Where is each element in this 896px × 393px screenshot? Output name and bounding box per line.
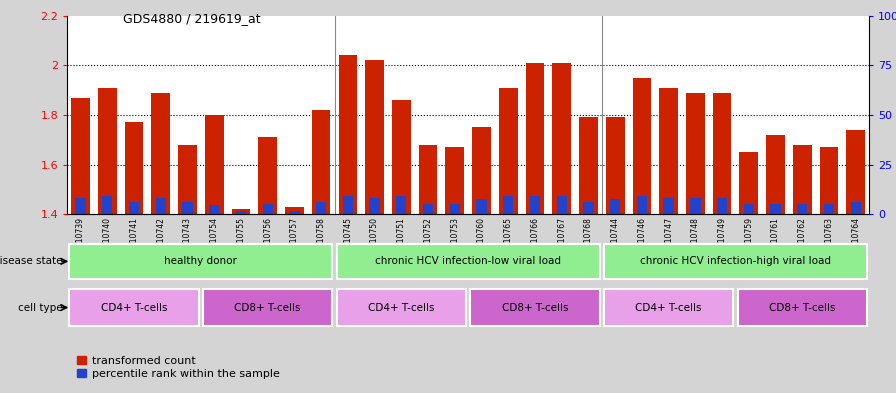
Bar [392, 100, 410, 214]
Bar [339, 55, 358, 214]
Bar [423, 204, 433, 214]
Text: CD4+ T-cells: CD4+ T-cells [635, 303, 702, 312]
Bar [659, 88, 678, 214]
Bar [343, 196, 353, 214]
Bar [610, 199, 620, 214]
Bar [504, 196, 513, 214]
Bar [847, 130, 866, 214]
FancyBboxPatch shape [203, 289, 332, 326]
Bar [316, 202, 326, 214]
Bar [797, 204, 807, 214]
Bar [285, 207, 304, 214]
Bar [472, 127, 491, 214]
Bar [633, 78, 651, 214]
Bar [526, 63, 545, 214]
Bar [477, 199, 487, 214]
Bar [606, 118, 625, 214]
Bar [369, 198, 380, 214]
Bar [552, 63, 571, 214]
Bar [717, 198, 728, 214]
FancyBboxPatch shape [69, 244, 332, 279]
Bar [263, 204, 272, 214]
Bar [125, 122, 143, 214]
Text: GDS4880 / 219619_at: GDS4880 / 219619_at [124, 12, 261, 25]
Bar [102, 196, 112, 214]
Bar [690, 198, 701, 214]
Bar [129, 202, 139, 214]
Bar [258, 137, 277, 214]
Bar [579, 118, 598, 214]
Bar [771, 204, 780, 214]
Bar [151, 93, 170, 214]
FancyBboxPatch shape [604, 289, 733, 326]
FancyBboxPatch shape [337, 289, 466, 326]
FancyBboxPatch shape [337, 244, 599, 279]
Bar [664, 198, 674, 214]
Bar [183, 202, 193, 214]
Bar [71, 97, 90, 214]
Bar [530, 196, 540, 214]
Bar [556, 196, 567, 214]
Bar [824, 204, 834, 214]
Text: CD8+ T-cells: CD8+ T-cells [769, 303, 836, 312]
Text: CD4+ T-cells: CD4+ T-cells [368, 303, 435, 312]
FancyBboxPatch shape [470, 289, 599, 326]
Bar [289, 211, 299, 214]
Bar [583, 202, 593, 214]
Bar [75, 198, 86, 214]
Bar [366, 61, 384, 214]
Bar [744, 204, 754, 214]
Text: chronic HCV infection-high viral load: chronic HCV infection-high viral load [640, 256, 831, 266]
Bar [739, 152, 758, 214]
FancyBboxPatch shape [604, 244, 867, 279]
Bar [205, 115, 224, 214]
Text: CD8+ T-cells: CD8+ T-cells [502, 303, 568, 312]
Bar [850, 202, 861, 214]
Bar [499, 88, 518, 214]
Bar [178, 145, 197, 214]
Bar [231, 209, 250, 214]
Bar [820, 147, 839, 214]
Bar [312, 110, 331, 214]
Text: CD8+ T-cells: CD8+ T-cells [235, 303, 301, 312]
Bar [98, 88, 116, 214]
Bar [209, 205, 220, 214]
Bar [686, 93, 705, 214]
Bar [236, 211, 246, 214]
Text: cell type: cell type [18, 303, 63, 312]
Bar [156, 198, 166, 214]
Text: CD4+ T-cells: CD4+ T-cells [100, 303, 168, 312]
FancyBboxPatch shape [737, 289, 867, 326]
Bar [418, 145, 437, 214]
Text: chronic HCV infection-low viral load: chronic HCV infection-low viral load [375, 256, 561, 266]
Legend: transformed count, percentile rank within the sample: transformed count, percentile rank withi… [73, 351, 284, 384]
Bar [396, 196, 407, 214]
Bar [637, 196, 647, 214]
Bar [445, 147, 464, 214]
Text: healthy donor: healthy donor [164, 256, 237, 266]
FancyBboxPatch shape [69, 289, 199, 326]
Bar [793, 145, 812, 214]
Bar [450, 204, 460, 214]
Text: disease state: disease state [0, 256, 63, 266]
Bar [766, 135, 785, 214]
Bar [712, 93, 731, 214]
